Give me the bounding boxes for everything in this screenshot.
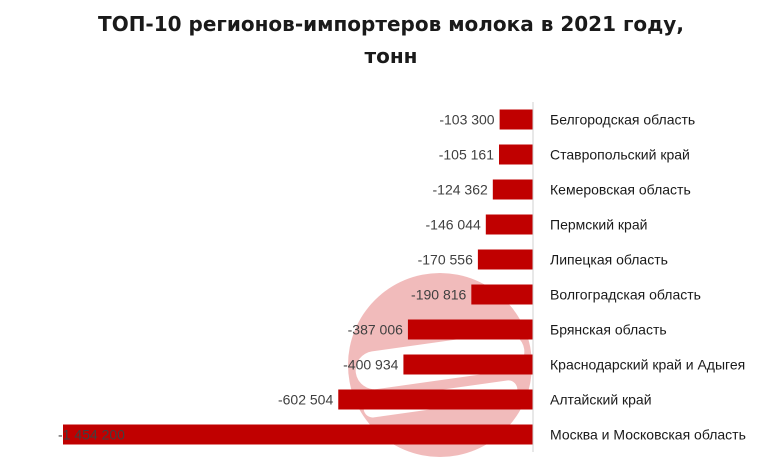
data-label-4: -146 044 bbox=[426, 217, 481, 233]
bar-1 bbox=[499, 109, 533, 130]
category-label-6: Волгоградская область bbox=[550, 287, 701, 303]
chart-title-line1: ТОП-10 регионов-импортеров молока в 2021… bbox=[98, 12, 684, 36]
category-label-3: Кемеровская область bbox=[550, 182, 691, 198]
bar-6 bbox=[471, 284, 533, 305]
category-label-7: Брянская область bbox=[550, 322, 667, 338]
category-label-4: Пермский край bbox=[550, 217, 647, 233]
chart-title: ТОП-10 регионов-импортеров молока в 2021… bbox=[0, 8, 782, 72]
data-label-5: -170 556 bbox=[418, 252, 473, 268]
data-label-10: -1 454 200 bbox=[58, 427, 125, 443]
data-label-7: -387 006 bbox=[348, 322, 403, 338]
bar-9 bbox=[338, 389, 533, 410]
category-label-2: Ставропольский край bbox=[550, 147, 690, 163]
bar-5 bbox=[477, 249, 533, 270]
category-label-10: Москва и Московская область bbox=[550, 427, 746, 443]
category-label-1: Белгородская область bbox=[550, 112, 695, 128]
bar-4 bbox=[485, 214, 533, 235]
data-label-9: -602 504 bbox=[278, 392, 333, 408]
chart-title-line2: тонн bbox=[364, 44, 418, 68]
category-label-9: Алтайский край bbox=[550, 392, 652, 408]
bar-8 bbox=[403, 354, 533, 375]
data-label-8: -400 934 bbox=[343, 357, 398, 373]
bar-2 bbox=[499, 144, 533, 165]
data-label-6: -190 816 bbox=[411, 287, 466, 303]
category-label-8: Краснодарский край и Адыгея bbox=[550, 357, 745, 373]
bar-10 bbox=[63, 424, 533, 445]
data-label-2: -105 161 bbox=[439, 147, 494, 163]
data-label-1: -103 300 bbox=[439, 112, 494, 128]
data-label-3: -124 362 bbox=[433, 182, 488, 198]
bar-7 bbox=[407, 319, 533, 340]
category-label-5: Липецкая область bbox=[550, 252, 668, 268]
bar-3 bbox=[492, 179, 533, 200]
